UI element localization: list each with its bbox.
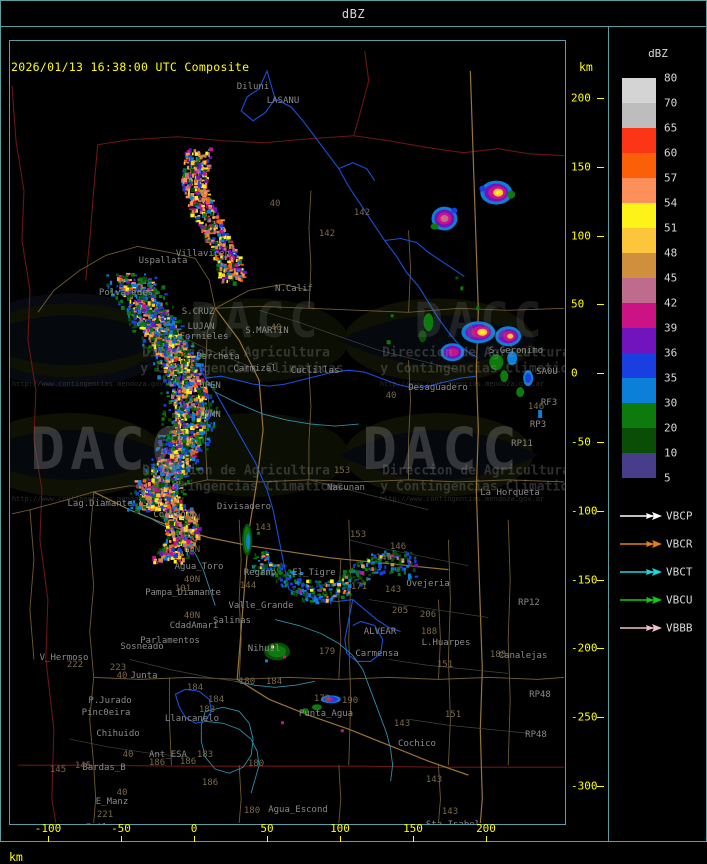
y-axis-tick-mark: [597, 786, 604, 787]
x-axis-tick-label: 150: [403, 822, 423, 835]
timestamp-label: 2026/01/13 16:38:00 UTC Composite: [11, 60, 250, 74]
window-title-bar: dBZ: [1, 1, 706, 27]
dbz-scale-label: 39: [664, 321, 678, 335]
vector-legend-row: [618, 561, 666, 583]
legend-panel: dBZ 80 70 65 60 57 54 51 48 45 42 39 36 35 30 20 10 5 VB…: [610, 27, 706, 841]
y-axis-tick-mark: [597, 442, 604, 443]
y-axis-tick-label: -150: [571, 573, 598, 587]
y-axis-tick-mark: [597, 579, 604, 581]
x-axis-tick-mark: [48, 836, 49, 842]
map-panel: 2026/01/13 16:38:00 UTC Composite km km: [1, 27, 609, 864]
vector-legend-row: [618, 505, 666, 527]
dbz-swatch: [622, 228, 656, 253]
dbz-swatch: [622, 278, 656, 303]
dbz-scale-label: 30: [664, 396, 678, 410]
dbz-scale-label: 35: [664, 371, 678, 385]
x-axis-tick-label: 50: [260, 822, 274, 835]
x-axis-tick-mark: [121, 836, 122, 842]
dbz-scale-label: 45: [664, 271, 678, 285]
vector-legend-label: VBCR: [666, 537, 693, 551]
dbz-swatch: [622, 353, 656, 378]
dbz-scale-label: 54: [664, 196, 678, 210]
x-axis-tick-mark: [413, 836, 414, 842]
dbz-swatch: [622, 103, 656, 128]
dbz-swatch: [622, 78, 656, 103]
y-axis-tick-mark: [597, 98, 604, 99]
y-axis-tick-mark: [597, 717, 604, 719]
dbz-swatch: [622, 203, 656, 228]
dbz-scale-label: 20: [664, 421, 678, 435]
dbz-scale-label: 51: [664, 221, 678, 235]
vector-legend-label: VBCU: [666, 593, 693, 607]
dbz-swatch: [622, 128, 656, 153]
x-axis-tick-label: -50: [111, 822, 131, 835]
legend-title: dBZ: [648, 47, 668, 60]
x-axis-tick-mark: [340, 836, 341, 842]
y-axis-tick-mark: [597, 304, 604, 306]
vector-legend-label: VBCP: [666, 509, 693, 523]
dbz-swatch: [622, 403, 656, 428]
y-axis-tick-label: 100: [571, 229, 591, 243]
dbz-swatch: [622, 378, 656, 403]
dbz-swatch: [622, 428, 656, 453]
y-axis-tick-label: 0: [571, 366, 578, 380]
y-axis-tick-label: -250: [571, 710, 598, 724]
dbz-swatch: [622, 328, 656, 353]
y-axis-tick-label: -200: [571, 641, 598, 655]
dbz-swatch: [622, 178, 656, 203]
x-axis-tick-mark: [267, 836, 268, 842]
y-axis-tick-mark: [597, 166, 604, 168]
x-axis-tick-label: 100: [330, 822, 350, 835]
x-axis-tick-label: 200: [476, 822, 496, 835]
dbz-scale-label: 36: [664, 346, 678, 360]
x-axis-tick-mark: [194, 836, 195, 842]
dbz-scale-label: 65: [664, 121, 678, 135]
dbz-scale-label: 42: [664, 296, 678, 310]
vector-arrow-icon: [620, 624, 662, 632]
radar-map[interactable]: DACC DACC DACC DACC Direccion de Agricul…: [9, 40, 566, 825]
dbz-scale-label: 57: [664, 171, 678, 185]
y-axis-tick-label: -300: [571, 779, 598, 793]
x-axis-tick-label: 0: [190, 822, 198, 835]
vector-arrow-icon: [620, 596, 662, 604]
y-axis-tick-label: 150: [571, 160, 591, 174]
y-axis-tick-label: -50: [571, 435, 591, 449]
y-axis-tick-label: 50: [571, 297, 585, 311]
vector-legend-row: [618, 589, 666, 611]
vector-arrow-icon: [620, 512, 662, 520]
x-axis-tick-mark: [486, 836, 487, 842]
dbz-scale-label: 60: [664, 146, 678, 160]
dbz-swatch: [622, 153, 656, 178]
vector-legend-row: [618, 533, 666, 555]
window-title: dBZ: [341, 6, 366, 21]
map-geography-overlay: [10, 50, 565, 824]
x-axis-tick-label: -100: [34, 822, 62, 835]
vector-legend-label: VBCT: [666, 565, 693, 579]
dbz-scale-label: 10: [664, 446, 678, 460]
dbz-swatch: [622, 253, 656, 278]
y-axis-tick-label: 200: [571, 91, 591, 105]
dbz-swatch: [622, 303, 656, 328]
dbz-scale-label: 70: [664, 96, 678, 110]
vector-arrow-icon: [620, 540, 662, 548]
dbz-scale-label: 80: [664, 71, 678, 85]
y-axis-tick-label: -100: [571, 504, 598, 518]
y-axis-tick-mark: [597, 510, 604, 512]
vector-arrow-icon: [620, 568, 662, 576]
radar-echo-layer: [106, 147, 543, 733]
vector-legend-label: VBBB: [666, 621, 693, 635]
y-axis-tick-mark: [597, 373, 604, 375]
y-axis-unit-label: km: [579, 60, 593, 74]
dbz-scale-label: 48: [664, 246, 678, 260]
vector-legend-row: [618, 617, 666, 639]
y-axis-tick-mark: [597, 235, 604, 237]
x-axis-unit-label: km: [9, 850, 23, 864]
dbz-swatch: [622, 453, 656, 478]
dbz-scale-label: 5: [664, 471, 671, 485]
y-axis-tick-mark: [597, 648, 604, 650]
